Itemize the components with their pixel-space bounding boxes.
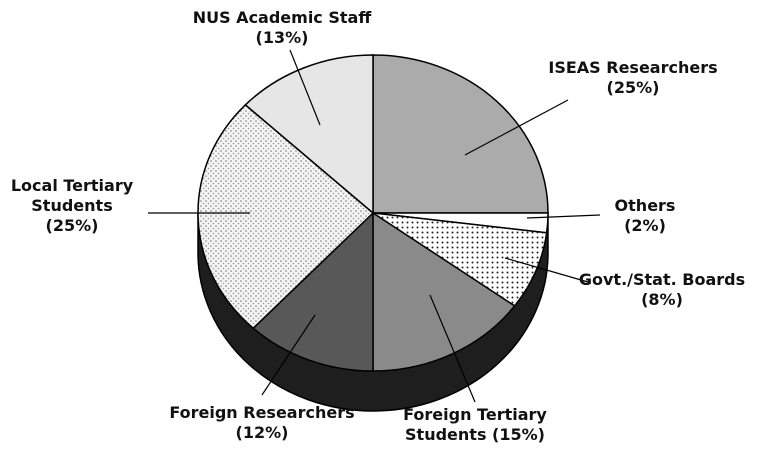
value-label: (25%)	[606, 78, 660, 97]
leader-line	[289, 49, 321, 126]
slice-label: Local Tertiary Students (25%)	[2, 176, 142, 236]
slice-label: NUS Academic Staff (13%)	[182, 8, 382, 48]
pie-slice	[252, 211, 374, 372]
value-label: (8%)	[641, 290, 683, 309]
value-label: (2%)	[624, 216, 666, 235]
slice-label: Govt./Stat. Boards (8%)	[567, 270, 757, 310]
value-label: (15%)	[492, 425, 545, 444]
slice-label: Others (2%)	[600, 196, 690, 236]
leader-line	[526, 214, 601, 219]
pie-slice	[372, 54, 549, 214]
slice-label: ISEAS Researchers (25%)	[543, 58, 723, 98]
value-label: (25%)	[45, 216, 99, 235]
pie-slice	[244, 54, 374, 215]
pie-slice	[372, 211, 516, 372]
category-label: Govt./Stat. Boards	[578, 270, 746, 289]
leader-line	[504, 257, 589, 283]
pie-slice	[197, 103, 375, 330]
category-label: Foreign Researchers	[169, 403, 355, 422]
category-label: NUS Academic Staff	[192, 8, 372, 27]
value-label: (12%)	[235, 423, 289, 442]
slice-label: Foreign Researchers (12%)	[162, 403, 362, 443]
leader-line	[464, 99, 569, 156]
category-label: Local Tertiary Students	[10, 176, 134, 215]
category-label: ISEAS Researchers	[548, 58, 718, 77]
category-label: Foreign Tertiary Students	[403, 405, 547, 444]
category-label: Others	[614, 196, 676, 215]
leader-line	[261, 314, 316, 396]
slice-label: Foreign Tertiary Students (15%)	[398, 405, 553, 445]
leader-line	[429, 294, 476, 403]
value-label: (13%)	[255, 28, 309, 47]
